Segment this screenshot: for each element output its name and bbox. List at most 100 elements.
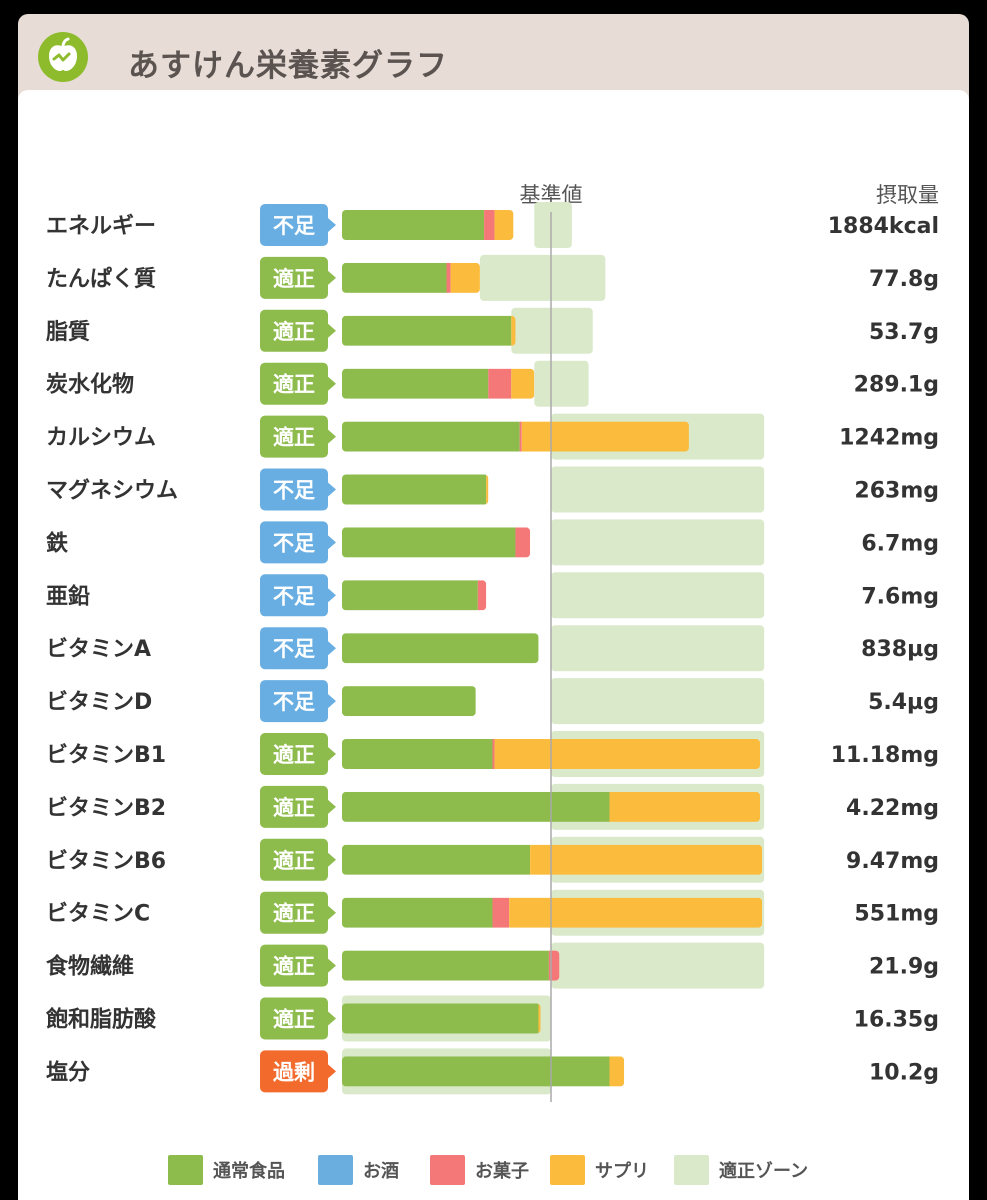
- intake-value: 10.2g: [869, 1060, 939, 1085]
- app-header: あすけん栄養素グラフ: [18, 14, 969, 94]
- status-badge: 適正: [260, 362, 336, 405]
- bar-stack: [342, 950, 560, 981]
- nutrient-label: マグネシウム: [46, 478, 178, 504]
- status-badge-bg: [260, 733, 328, 775]
- nutrient-label: ビタミンA: [46, 637, 151, 662]
- status-badge-bg: [260, 362, 328, 405]
- status-badge-text: 不足: [273, 214, 315, 238]
- bar-segment-supplement: [486, 474, 489, 505]
- bar-segment-normal: [342, 633, 539, 664]
- status-badge-arrow: [328, 799, 336, 814]
- legend-item-supplement: サプリ: [550, 1155, 649, 1185]
- zone-rect: [534, 202, 572, 248]
- legend-label: 適正ゾーン: [719, 1160, 808, 1182]
- legend-swatch: [318, 1155, 353, 1185]
- zone-rect: [534, 360, 589, 407]
- bar-segment-snack: [492, 897, 510, 928]
- status-badge-text: 不足: [273, 479, 315, 503]
- intake-value: 5.4µg: [868, 690, 939, 715]
- bar-segment-snack: [484, 210, 495, 240]
- nutrient-label: 飽和脂肪酸: [45, 1007, 157, 1033]
- status-badge-arrow: [328, 429, 336, 444]
- bar-segment-normal: [342, 368, 489, 399]
- status-badge: 不足: [260, 680, 336, 723]
- bar-segment-snack: [477, 580, 487, 611]
- legend-swatch: [168, 1155, 203, 1185]
- legend-item-zone: 適正ゾーン: [674, 1155, 808, 1185]
- legend-label: 通常食品: [213, 1160, 285, 1182]
- status-badge-arrow: [328, 218, 336, 232]
- status-badge: 不足: [260, 204, 336, 246]
- nutrient-label: ビタミンB1: [46, 743, 166, 768]
- legend-item-alcohol: お酒: [318, 1155, 399, 1185]
- bar-segment-normal: [342, 950, 549, 981]
- intake-value: 53.7g: [869, 320, 939, 345]
- status-badge-text: 適正: [273, 426, 315, 450]
- intake-value: 16.35g: [854, 1008, 939, 1033]
- bar-segment-normal: [342, 791, 610, 822]
- nutrient-label: ビタミンC: [46, 902, 150, 927]
- status-badge-bg: [260, 1050, 328, 1093]
- intake-value: 4.22mg: [846, 796, 939, 821]
- status-badge-arrow: [328, 1064, 336, 1079]
- bar-segment-snack: [488, 368, 512, 399]
- status-badge-text: 適正: [273, 955, 315, 979]
- status-badge-arrow: [328, 641, 336, 656]
- bar-segment-snack: [515, 527, 531, 558]
- status-badge: 適正: [260, 838, 336, 881]
- bar-segment-normal: [342, 210, 485, 240]
- status-badge-bg: [260, 785, 328, 828]
- status-badge-bg: [260, 891, 328, 934]
- status-badge-arrow: [328, 852, 336, 867]
- status-badge: 適正: [260, 944, 336, 987]
- bar-segment-normal: [342, 739, 493, 769]
- bar-segment-supplement: [609, 1056, 625, 1087]
- status-badge-text: 不足: [273, 584, 315, 608]
- status-badge-text: 適正: [273, 743, 315, 767]
- nutrient-label: 炭水化物: [46, 372, 134, 398]
- nutrient-label: エネルギー: [46, 214, 156, 239]
- status-badge-arrow: [328, 323, 336, 338]
- status-badge-arrow: [328, 958, 336, 973]
- zone-rect: [551, 572, 765, 619]
- bar-segment-supplement: [609, 791, 760, 822]
- intake-value: 551mg: [854, 902, 939, 927]
- zone-rect: [551, 466, 765, 513]
- legend-swatch: [430, 1155, 465, 1185]
- nutrient-label: 食物繊維: [46, 954, 134, 980]
- bar-stack: [342, 897, 763, 928]
- bar-segment-normal: [342, 1056, 610, 1087]
- intake-value: 9.47mg: [846, 849, 939, 874]
- status-badge: 適正: [260, 997, 336, 1040]
- status-badge-text: 不足: [273, 531, 315, 555]
- status-badge-text: 適正: [273, 267, 315, 291]
- status-badge: 不足: [260, 468, 336, 511]
- status-badge-arrow: [328, 270, 336, 285]
- nutrient-label: 脂質: [46, 319, 90, 345]
- zone-rect: [551, 678, 765, 725]
- status-badge: 適正: [260, 733, 336, 775]
- bar-segment-supplement: [511, 368, 535, 399]
- intake-value: 11.18mg: [831, 743, 939, 768]
- bar-segment-normal: [342, 580, 478, 611]
- bar-stack: [342, 739, 760, 769]
- bar-stack: [342, 210, 514, 240]
- status-badge-arrow: [328, 482, 336, 497]
- status-badge-arrow: [328, 1011, 336, 1026]
- intake-value: 1884kcal: [828, 214, 939, 239]
- nutrient-label: カルシウム: [46, 426, 156, 451]
- bar-stack: [342, 262, 480, 293]
- bar-segment-snack: [492, 739, 495, 769]
- status-badge-arrow: [328, 694, 336, 709]
- nutrient-label: たんぱく質: [46, 266, 156, 292]
- nutrient-label: 亜鉛: [46, 583, 90, 609]
- bar-segment-normal: [342, 686, 476, 717]
- status-badge-bg: [260, 627, 328, 670]
- bar-segment-normal: [342, 844, 531, 875]
- intake-value: 6.7mg: [861, 531, 939, 556]
- legend-label: お菓子: [475, 1160, 529, 1182]
- status-badge: 過剰: [260, 1050, 336, 1093]
- status-badge-text: 適正: [273, 373, 315, 397]
- bar-stack: [342, 474, 489, 505]
- status-badge-text: 適正: [273, 796, 315, 820]
